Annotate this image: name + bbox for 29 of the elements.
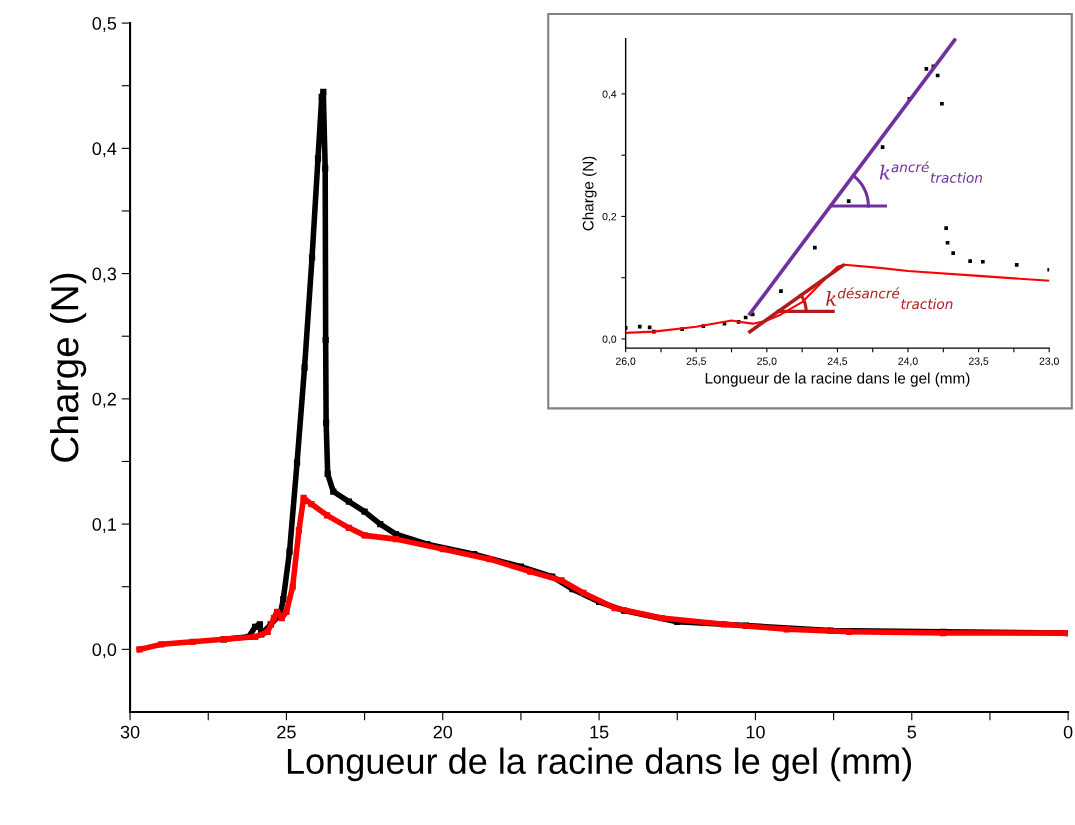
y-tick-label: 0,5: [92, 17, 117, 32]
x-tick-label: 25: [277, 725, 296, 739]
x-tick-label: 25,0: [757, 357, 777, 367]
annotation: k$^{désancré}$$_{traction}$: [826, 287, 953, 310]
x-tick-label: 24,5: [827, 357, 848, 367]
x-tick-label: 15: [590, 725, 609, 739]
x-tick-label: 23,0: [1039, 357, 1059, 367]
y-axis-title: Charge (N): [49, 273, 87, 462]
x-tick-label: 24,0: [898, 357, 918, 367]
y-tick-label: 0,4: [92, 142, 117, 158]
y-tick-label: 0,0: [602, 335, 617, 345]
y-tick-label: 0,2: [602, 212, 617, 222]
y-tick-label: 0,4: [602, 90, 617, 100]
x-tick-label: 26,0: [616, 357, 636, 367]
x-tick-label: 5: [907, 725, 917, 739]
x-tick-label: 20: [433, 725, 453, 739]
y-tick-label: 0,3: [92, 267, 117, 283]
x-tick-label: 23,5: [969, 357, 989, 367]
x-tick-label: 10: [746, 725, 765, 739]
x-axis-title: Longueur de la racine dans le gel (mm): [705, 372, 970, 387]
annotation: k$^{ancré}$$_{traction}$: [879, 161, 982, 183]
y-axis-title: Charge (N): [582, 156, 597, 231]
y-tick-label: 0,1: [92, 518, 116, 533]
y-tick-label: 0,2: [92, 392, 116, 408]
x-tick-label: 0: [1063, 725, 1073, 739]
y-tick-label: 0,0: [92, 643, 117, 659]
x-tick-label: 25,5: [686, 357, 706, 367]
x-axis-title: Longueur de la racine dans le gel (mm): [287, 747, 912, 782]
x-tick-label: 30: [120, 725, 140, 739]
